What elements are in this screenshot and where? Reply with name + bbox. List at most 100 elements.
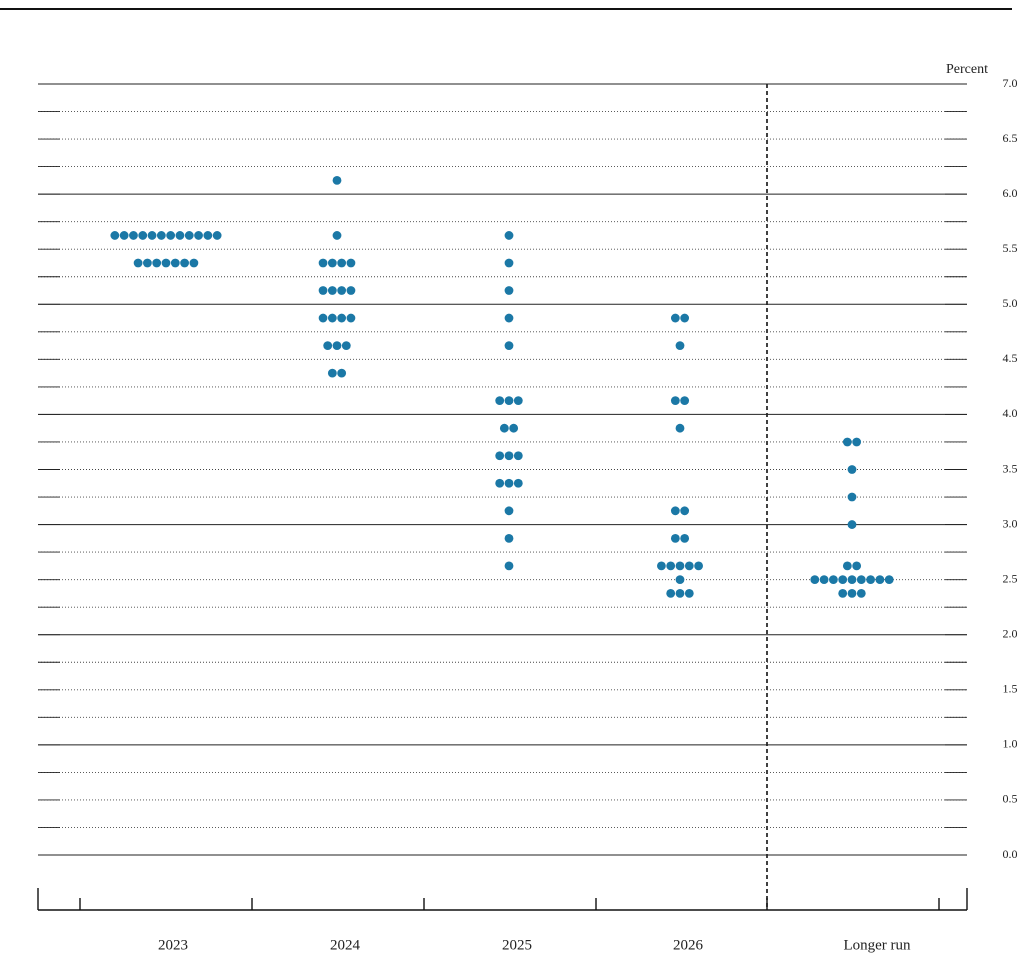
dot bbox=[866, 575, 875, 585]
dot bbox=[810, 575, 820, 585]
dot bbox=[147, 231, 157, 240]
dot bbox=[856, 589, 866, 598]
dot bbox=[675, 423, 685, 433]
y-axis-label: Percent bbox=[946, 62, 988, 77]
dot bbox=[819, 575, 829, 585]
dot bbox=[143, 258, 152, 268]
y-tick-label: 4.0 bbox=[1003, 406, 1018, 420]
dot bbox=[161, 258, 171, 268]
dot bbox=[327, 286, 337, 295]
dot bbox=[337, 286, 347, 295]
dot bbox=[680, 533, 690, 543]
dot bbox=[504, 506, 514, 516]
dot bbox=[129, 231, 138, 240]
dot bbox=[842, 561, 852, 571]
dot bbox=[327, 258, 337, 268]
dot bbox=[513, 478, 523, 488]
dot bbox=[184, 231, 194, 240]
dot bbox=[337, 368, 347, 378]
x-tick-label: 2026 bbox=[673, 937, 704, 953]
dot bbox=[318, 313, 328, 323]
dot bbox=[829, 575, 838, 585]
y-tick-label: 5.0 bbox=[1003, 296, 1018, 310]
dot bbox=[203, 231, 213, 240]
dot bbox=[337, 258, 347, 268]
dot bbox=[175, 231, 185, 240]
dot bbox=[847, 575, 857, 585]
dot bbox=[675, 341, 685, 350]
dot bbox=[666, 561, 676, 571]
dot bbox=[670, 506, 680, 516]
dot bbox=[675, 589, 685, 598]
dot bbox=[495, 478, 505, 488]
dot bbox=[513, 396, 523, 406]
dot bbox=[852, 437, 862, 447]
y-tick-label: 5.5 bbox=[1003, 241, 1018, 255]
dot bbox=[346, 258, 356, 268]
dot bbox=[119, 231, 129, 240]
dot bbox=[504, 286, 514, 295]
dot bbox=[666, 589, 676, 598]
y-tick-label: 4.5 bbox=[1003, 351, 1018, 365]
dot bbox=[847, 492, 857, 502]
dot bbox=[332, 175, 342, 185]
dot bbox=[156, 231, 166, 240]
dot bbox=[318, 286, 328, 295]
dot bbox=[504, 478, 514, 488]
dot bbox=[670, 533, 680, 543]
dot bbox=[318, 258, 328, 268]
dot bbox=[684, 561, 694, 571]
dot bbox=[180, 258, 190, 268]
x-tick-label: Longer run bbox=[843, 937, 911, 953]
dot bbox=[504, 231, 514, 240]
dot bbox=[194, 231, 203, 240]
dot bbox=[327, 368, 337, 378]
dot bbox=[346, 286, 356, 295]
dot bbox=[152, 258, 162, 268]
dot bbox=[684, 589, 694, 598]
dot bbox=[680, 313, 690, 323]
dot bbox=[842, 437, 852, 447]
dot bbox=[856, 575, 866, 585]
dot bbox=[680, 506, 690, 516]
dot bbox=[504, 341, 514, 350]
dot bbox=[189, 258, 199, 268]
dot bbox=[694, 561, 703, 571]
dot bbox=[875, 575, 885, 585]
dot bbox=[138, 231, 148, 240]
y-tick-label: 6.0 bbox=[1003, 186, 1018, 200]
y-tick-label: 6.5 bbox=[1003, 131, 1018, 145]
dot bbox=[327, 313, 337, 323]
dot bbox=[504, 561, 514, 571]
y-tick-label: 2.5 bbox=[1003, 571, 1018, 585]
dot bbox=[499, 423, 509, 433]
dot bbox=[110, 231, 120, 240]
dot bbox=[504, 258, 514, 268]
dot bbox=[509, 423, 519, 433]
dot bbox=[323, 341, 333, 350]
dot bbox=[133, 258, 143, 268]
dot bbox=[847, 520, 857, 529]
dot bbox=[504, 533, 514, 543]
x-tick-label: 2024 bbox=[330, 937, 361, 953]
y-tick-label: 1.0 bbox=[1003, 737, 1018, 751]
x-tick-label: 2025 bbox=[502, 937, 532, 953]
y-tick-label: 0.0 bbox=[1003, 847, 1018, 861]
dot bbox=[495, 396, 505, 406]
dot bbox=[838, 575, 848, 585]
y-tick-label: 3.5 bbox=[1003, 461, 1018, 475]
x-tick-label: 2023 bbox=[158, 937, 188, 953]
dot bbox=[852, 561, 862, 571]
dot bbox=[346, 313, 356, 323]
dot bbox=[337, 313, 347, 323]
dot bbox=[332, 231, 342, 240]
dot bbox=[884, 575, 894, 585]
dot bbox=[680, 396, 690, 406]
dot bbox=[513, 451, 523, 461]
y-tick-label: 0.5 bbox=[1003, 792, 1018, 806]
dot bbox=[504, 396, 514, 406]
y-tick-label: 7.0 bbox=[1003, 76, 1018, 90]
dot bbox=[332, 341, 342, 350]
dot bbox=[847, 589, 857, 598]
